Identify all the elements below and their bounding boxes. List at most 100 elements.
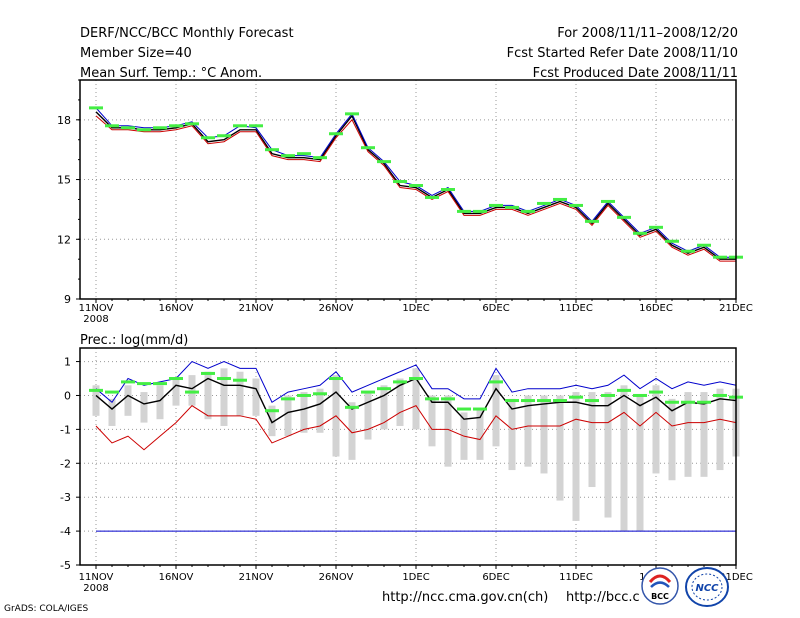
bcc-logo-icon: BCC <box>641 567 679 605</box>
observation-marker <box>585 219 599 223</box>
x-tick-label: 26NOV <box>319 303 354 314</box>
spread-bar <box>124 385 132 416</box>
y-tick-label: 15 <box>57 174 71 187</box>
spread-bar <box>140 392 148 423</box>
observation-marker <box>521 399 535 403</box>
observation-marker <box>265 409 279 413</box>
observation-marker <box>185 390 199 394</box>
variable-line: Mean Surf. Temp.: °C Anom. <box>80 66 263 81</box>
observation-marker <box>169 377 183 381</box>
spread-bar <box>540 395 548 474</box>
spread-bar <box>524 395 532 467</box>
observation-marker <box>329 132 343 136</box>
observation-marker <box>233 378 247 382</box>
observation-marker <box>601 393 615 397</box>
spread-bar <box>652 385 660 474</box>
ncc-logo-text: NCC <box>695 583 719 594</box>
ncc-url[interactable]: http://ncc.cma.gov.cn(ch) <box>382 590 549 605</box>
observation-marker <box>553 399 567 403</box>
observation-marker <box>297 393 311 397</box>
observation-marker <box>377 160 391 164</box>
observation-marker <box>457 407 471 411</box>
observation-marker <box>409 184 423 188</box>
spread-bar <box>684 392 692 477</box>
x-tick-label: 16DEC <box>639 303 673 314</box>
observation-marker <box>553 197 567 201</box>
observation-marker <box>521 209 535 213</box>
observation-marker <box>313 392 327 396</box>
x-year-label: 2008 <box>83 314 108 325</box>
spread-bar <box>556 395 564 501</box>
observation-marker <box>137 128 151 132</box>
observation-marker <box>121 380 135 384</box>
observation-marker <box>345 112 359 116</box>
x-tick-label: 21NOV <box>239 303 274 314</box>
observation-marker <box>649 390 663 394</box>
spread-bar <box>172 378 180 406</box>
observation-marker <box>569 395 583 399</box>
x-tick-label: 1DEC <box>402 572 429 583</box>
spread-bar <box>156 385 164 420</box>
spread-bar <box>476 409 484 460</box>
observation-marker <box>633 231 647 235</box>
precipitation-panel: -5 -4 -3 -2 -1 0 1 11NOV 16NOV 21NOV 26NOV 1DEC 6DEC… <box>60 333 753 594</box>
x-year-label: 2008 <box>83 583 108 594</box>
observation-marker <box>697 400 711 404</box>
observation-marker <box>585 399 599 403</box>
header-right: For 2008/11/11–2008/12/20 Fcst Started R… <box>507 26 738 86</box>
spread-bar <box>252 378 260 416</box>
header-left: DERF/NCC/BCC Monthly Forecast Member Siz… <box>80 26 294 86</box>
spread-bar <box>492 375 500 447</box>
observation-marker <box>601 199 615 203</box>
bcc-url[interactable]: http://bcc.c <box>566 590 640 605</box>
observation-marker <box>665 400 679 404</box>
observation-marker <box>473 209 487 213</box>
observation-marker <box>105 390 119 394</box>
observation-marker <box>153 126 167 130</box>
observation-marker <box>457 209 471 213</box>
observation-marker <box>713 255 727 259</box>
observation-marker <box>137 382 151 386</box>
spread-bar <box>268 405 276 437</box>
x-tick-label: 11DEC <box>559 303 593 314</box>
observation-marker <box>393 380 407 384</box>
observation-marker <box>217 377 231 381</box>
y-tick-label: -4 <box>60 525 71 538</box>
x-tick-label: 6DEC <box>482 572 509 583</box>
y-tick-label: 18 <box>57 114 71 127</box>
lower-bound-line <box>95 404 737 451</box>
observation-marker <box>505 399 519 403</box>
start-date-line: Fcst Started Refer Date 2008/11/10 <box>506 46 738 61</box>
spread-bar <box>316 388 324 433</box>
y-tick-label: 9 <box>64 293 71 306</box>
observation-marker <box>681 400 695 404</box>
spread-bar <box>428 395 436 447</box>
x-tick-label: 6DEC <box>482 303 509 314</box>
observation-marker <box>617 215 631 219</box>
observation-marker <box>265 148 279 152</box>
spread-bar <box>92 385 100 416</box>
spread-bar <box>348 402 356 460</box>
member-size-line: Member Size=40 <box>80 46 192 61</box>
observation-marker <box>249 124 263 128</box>
spread-bar <box>108 398 116 426</box>
observation-marker <box>441 397 455 401</box>
observation-marker <box>361 146 375 150</box>
observation-marker <box>233 124 247 128</box>
temperature-panel: 9 12 15 18 11NOV 16NOV 21NOV 26NOV 1DEC 6DEC 11DEC… <box>57 79 753 325</box>
spread-bar <box>700 392 708 477</box>
bcc-logo-text: BCC <box>651 592 669 601</box>
observation-marker <box>473 407 487 411</box>
spread-bar <box>284 395 292 437</box>
observation-marker <box>697 243 711 247</box>
observation-marker <box>345 405 359 409</box>
produced-date-line: Fcst Produced Date 2008/11/11 <box>532 66 738 81</box>
plot-frame <box>79 79 737 300</box>
spread-bar <box>412 368 420 430</box>
observation-marker <box>393 180 407 184</box>
spread-bar <box>236 371 244 416</box>
observation-marker <box>425 397 439 401</box>
observation-marker <box>201 371 215 375</box>
observation-marker <box>649 225 663 229</box>
